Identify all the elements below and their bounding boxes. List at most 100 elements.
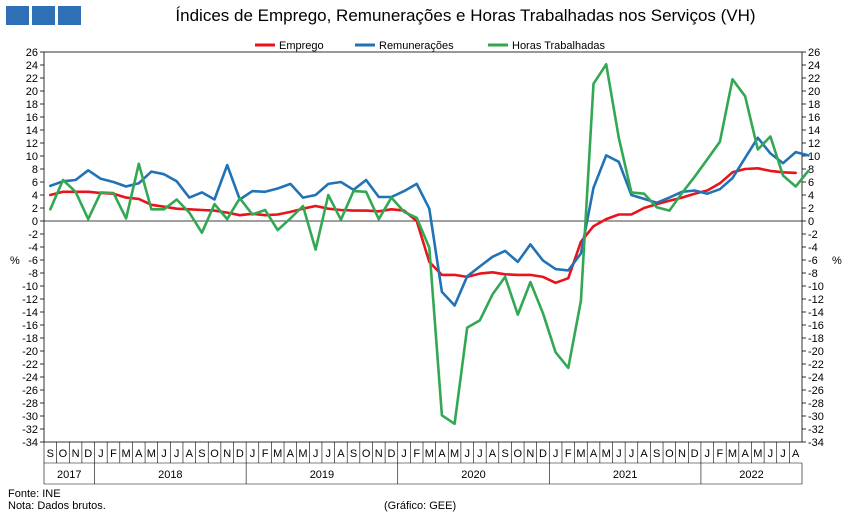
y-tick-label-right: 16 (808, 112, 820, 124)
y-tick-label-left: -32 (22, 424, 38, 436)
month-label: F (262, 448, 269, 460)
month-label: J (161, 448, 167, 460)
y-tick-label-left: 4 (32, 190, 38, 202)
month-label: J (705, 448, 711, 460)
footer-credit: (Gráfico: GEE) (384, 500, 457, 512)
y-tick-label-left: 18 (26, 99, 38, 111)
y-tick-label-right: 0 (808, 216, 814, 228)
month-label: D (84, 448, 92, 460)
month-label: M (147, 448, 156, 460)
month-label: J (477, 448, 483, 460)
month-label: F (565, 448, 572, 460)
month-label: A (438, 448, 446, 460)
month-label: M (298, 448, 307, 460)
month-label: J (326, 448, 332, 460)
y-tick-label-right: -4 (808, 242, 818, 254)
month-label: A (287, 448, 295, 460)
y-tick-label-right: 6 (808, 177, 814, 189)
legend-label: Horas Trabalhadas (512, 40, 605, 52)
y-tick-label-left: 14 (26, 125, 38, 137)
y-tick-label-right: -26 (808, 385, 824, 397)
y-tick-label-right: -22 (808, 359, 824, 371)
month-label: A (489, 448, 497, 460)
y-tick-label-left: -12 (22, 294, 38, 306)
ine-logo-icon (6, 6, 81, 25)
y-tick-label-left: -10 (22, 281, 38, 293)
legend-label: Emprego (279, 40, 324, 52)
month-label: N (375, 448, 383, 460)
legend-label: Remunerações (379, 40, 454, 52)
y-tick-label-left: 2 (32, 203, 38, 215)
month-label: F (110, 448, 117, 460)
year-label: 2017 (57, 469, 81, 481)
month-label: D (236, 448, 244, 460)
y-tick-label-left: -8 (28, 268, 38, 280)
month-label: J (174, 448, 180, 460)
y-tick-label-left: 10 (26, 151, 38, 163)
month-label: S (350, 448, 357, 460)
y-tick-label-right: -28 (808, 398, 824, 410)
year-label: 2020 (461, 469, 485, 481)
y-tick-label-left: 20 (26, 86, 38, 98)
month-label: J (250, 448, 256, 460)
month-label: J (464, 448, 470, 460)
month-label: N (526, 448, 534, 460)
month-label: D (691, 448, 699, 460)
footer-source: Fonte: INE (8, 488, 61, 500)
month-label: M (425, 448, 434, 460)
month-label: F (717, 448, 724, 460)
y-tick-label-right: -16 (808, 320, 824, 332)
month-label: M (753, 448, 762, 460)
y-tick-label-right: -24 (808, 372, 824, 384)
month-label: M (273, 448, 282, 460)
y-tick-label-right: -20 (808, 346, 824, 358)
month-label: S (653, 448, 660, 460)
month-label: A (640, 448, 648, 460)
month-label: S (47, 448, 54, 460)
y-tick-label-left: -30 (22, 411, 38, 423)
year-label: 2018 (158, 469, 182, 481)
y-tick-label-right: 24 (808, 60, 820, 72)
y-tick-label-left: 6 (32, 177, 38, 189)
y-tick-label-left: -14 (22, 307, 38, 319)
series-line-3 (48, 63, 810, 426)
y-tick-label-right: 2 (808, 203, 814, 215)
month-label: M (122, 448, 131, 460)
y-tick-label-right: -32 (808, 424, 824, 436)
y-tick-label-right: -14 (808, 307, 824, 319)
y-tick-label-right: -8 (808, 268, 818, 280)
month-label: J (313, 448, 319, 460)
month-label: N (223, 448, 231, 460)
month-label: M (576, 448, 585, 460)
y-tick-label-right: -10 (808, 281, 824, 293)
month-label: O (513, 448, 522, 460)
year-label: 2019 (310, 469, 334, 481)
y-tick-label-right: 8 (808, 164, 814, 176)
y-tick-label-left: -18 (22, 333, 38, 345)
month-label: J (98, 448, 104, 460)
month-label: D (387, 448, 395, 460)
y-tick-label-right: 14 (808, 125, 820, 137)
y-tick-label-left: -26 (22, 385, 38, 397)
year-label: 2021 (613, 469, 637, 481)
footer-note: Nota: Dados brutos. (8, 500, 106, 512)
y-tick-label-right: -2 (808, 229, 818, 241)
month-label: O (210, 448, 219, 460)
y-tick-label-left: -16 (22, 320, 38, 332)
y-tick-label-left: -28 (22, 398, 38, 410)
month-label: J (780, 448, 786, 460)
y-tick-label-left: 12 (26, 138, 38, 150)
month-label: A (135, 448, 143, 460)
y-tick-label-right: -6 (808, 255, 818, 267)
year-label: 2022 (739, 469, 763, 481)
logo-block (58, 6, 81, 25)
y-tick-label-left: -20 (22, 346, 38, 358)
y-tick-label-left: -34 (22, 437, 38, 449)
month-label: A (186, 448, 194, 460)
y-tick-label-left: -6 (28, 255, 38, 267)
y-tick-label-left: -4 (28, 242, 38, 254)
month-label: J (629, 448, 635, 460)
month-label: A (741, 448, 749, 460)
y-tick-label-right: 4 (808, 190, 814, 202)
